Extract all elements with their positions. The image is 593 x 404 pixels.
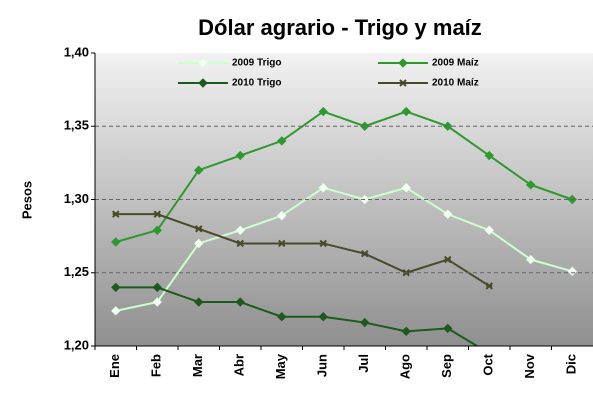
- data-point: [152, 225, 162, 235]
- data-point: [444, 255, 452, 264]
- legend-label: 2009 Maíz: [432, 58, 479, 69]
- legend-marker: [399, 79, 407, 87]
- x-tick-label: Ago: [398, 354, 413, 379]
- data-point: [277, 311, 287, 322]
- data-point: [111, 306, 121, 316]
- y-tick-label: 1,20: [64, 337, 89, 352]
- data-point: [401, 183, 411, 193]
- data-point: [443, 209, 453, 219]
- x-tick-label: Mar: [190, 354, 205, 377]
- series-line: [115, 213, 490, 287]
- data-point: [236, 239, 244, 248]
- x-tick-label: Oct: [481, 353, 496, 375]
- x-tick-label: Ene: [107, 354, 122, 378]
- data-point: [485, 282, 493, 290]
- legend-marker: [398, 58, 408, 68]
- data-point: [443, 323, 453, 334]
- x-tick-label: Abr: [232, 354, 247, 376]
- x-tick-label: Nov: [522, 353, 537, 378]
- legend-marker: [198, 58, 208, 68]
- data-point: [484, 225, 494, 235]
- x-tick-label: Dic: [564, 354, 579, 374]
- data-point: [152, 282, 162, 293]
- data-point: [401, 106, 411, 117]
- series-line: [115, 286, 479, 346]
- data-point: [319, 239, 327, 248]
- data-point: [235, 150, 245, 161]
- x-tick-label: Sep: [439, 354, 454, 378]
- data-point: [111, 282, 121, 293]
- data-point: [526, 180, 536, 190]
- data-point: [318, 311, 328, 322]
- chart-title: Dólar agrario - Trigo y maíz: [198, 15, 482, 40]
- data-point: [235, 297, 245, 307]
- data-point: [361, 249, 369, 258]
- x-tick-label: Feb: [149, 354, 164, 377]
- x-tick-label: Jun: [315, 354, 330, 377]
- data-point: [277, 136, 287, 146]
- data-point: [360, 317, 370, 328]
- y-axis-title: Pesos: [19, 181, 34, 219]
- data-point: [278, 239, 286, 248]
- legend-label: 2009 Trigo: [232, 58, 281, 69]
- y-tick-label: 1,35: [64, 118, 89, 133]
- data-point: [235, 225, 245, 235]
- data-point: [195, 225, 203, 233]
- plot-layer: [111, 106, 577, 346]
- legend-label: 2010 Trigo: [232, 78, 281, 89]
- x-tick-label: Jul: [356, 354, 371, 373]
- data-point: [401, 326, 411, 337]
- series-line: [115, 186, 573, 312]
- series-line: [115, 110, 573, 243]
- data-point: [484, 150, 494, 161]
- data-point: [567, 266, 577, 276]
- data-point: [194, 165, 204, 175]
- data-point: [194, 238, 204, 249]
- x-tick-label: May: [273, 353, 288, 379]
- data-point: [318, 183, 328, 193]
- data-point: [152, 297, 162, 307]
- data-point: [277, 210, 287, 221]
- y-tick-label: 1,25: [64, 264, 89, 279]
- y-tick-label: 1,40: [64, 44, 89, 59]
- data-point: [526, 254, 536, 265]
- data-point: [112, 210, 120, 218]
- y-tick-label: 1,30: [64, 191, 89, 206]
- legend-label: 2010 Maíz: [432, 78, 479, 89]
- data-point: [194, 297, 204, 307]
- legend-marker: [198, 78, 208, 88]
- data-point: [153, 210, 161, 218]
- data-point: [111, 237, 121, 247]
- data-point: [318, 106, 328, 117]
